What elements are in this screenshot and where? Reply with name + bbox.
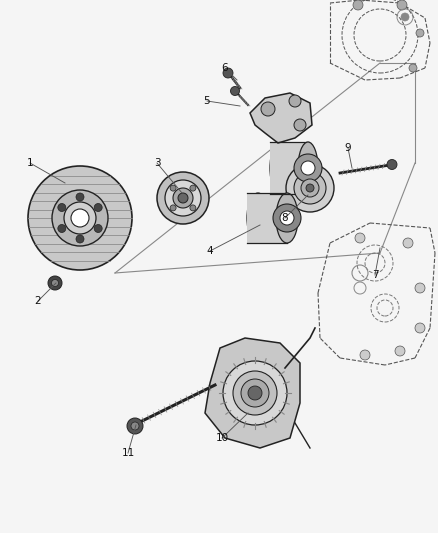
Circle shape xyxy=(28,166,132,270)
Circle shape xyxy=(294,172,326,204)
Ellipse shape xyxy=(276,193,298,243)
Ellipse shape xyxy=(298,142,318,194)
Circle shape xyxy=(353,0,363,10)
Text: 5: 5 xyxy=(204,96,210,106)
Circle shape xyxy=(52,190,108,246)
Text: 1: 1 xyxy=(27,158,33,168)
Circle shape xyxy=(294,154,322,182)
Text: 8: 8 xyxy=(282,213,288,223)
Circle shape xyxy=(94,224,102,232)
Circle shape xyxy=(280,211,294,225)
Circle shape xyxy=(294,119,306,131)
Ellipse shape xyxy=(270,142,290,194)
Ellipse shape xyxy=(247,193,269,243)
Text: 6: 6 xyxy=(222,63,228,73)
Polygon shape xyxy=(250,93,312,143)
Circle shape xyxy=(397,0,407,10)
Circle shape xyxy=(401,13,409,21)
Text: 3: 3 xyxy=(154,158,160,168)
Circle shape xyxy=(58,204,66,212)
Bar xyxy=(247,193,287,243)
Circle shape xyxy=(178,193,188,203)
Circle shape xyxy=(286,164,334,212)
Circle shape xyxy=(241,379,269,407)
Circle shape xyxy=(415,283,425,293)
Circle shape xyxy=(415,323,425,333)
Circle shape xyxy=(416,29,424,37)
Circle shape xyxy=(233,371,277,415)
Circle shape xyxy=(403,238,413,248)
Text: 9: 9 xyxy=(345,143,351,153)
Circle shape xyxy=(301,161,315,175)
Circle shape xyxy=(94,204,102,212)
Circle shape xyxy=(301,179,319,197)
Circle shape xyxy=(170,185,176,191)
Text: 4: 4 xyxy=(207,246,213,256)
Circle shape xyxy=(71,209,89,227)
Circle shape xyxy=(48,276,62,290)
Circle shape xyxy=(157,172,209,224)
Circle shape xyxy=(248,386,262,400)
Circle shape xyxy=(360,350,370,360)
Polygon shape xyxy=(205,338,300,448)
Circle shape xyxy=(64,202,96,234)
Circle shape xyxy=(76,193,84,201)
Circle shape xyxy=(306,184,314,192)
Circle shape xyxy=(409,64,417,72)
Text: 11: 11 xyxy=(121,448,134,458)
Circle shape xyxy=(261,102,275,116)
Circle shape xyxy=(355,233,365,243)
Circle shape xyxy=(289,95,301,107)
Circle shape xyxy=(223,68,233,78)
Circle shape xyxy=(127,418,143,434)
Circle shape xyxy=(131,422,139,430)
Circle shape xyxy=(52,279,59,287)
Circle shape xyxy=(190,185,196,191)
Circle shape xyxy=(173,188,193,208)
Circle shape xyxy=(273,204,301,232)
Bar xyxy=(270,142,308,194)
Circle shape xyxy=(165,180,201,216)
Text: 10: 10 xyxy=(215,433,229,443)
Circle shape xyxy=(58,224,66,232)
Circle shape xyxy=(190,205,196,211)
Circle shape xyxy=(395,346,405,356)
Circle shape xyxy=(223,361,287,425)
Circle shape xyxy=(230,86,240,95)
Circle shape xyxy=(76,235,84,243)
Text: 7: 7 xyxy=(372,270,378,280)
Text: 2: 2 xyxy=(35,296,41,306)
Circle shape xyxy=(387,159,397,169)
Circle shape xyxy=(170,205,176,211)
